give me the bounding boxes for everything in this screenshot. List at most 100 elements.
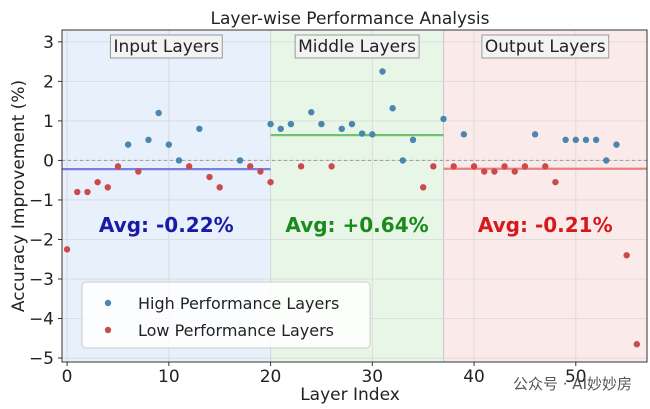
legend-marker-1	[104, 326, 112, 334]
point-1-7	[185, 163, 193, 170]
y-axis-label: Accuracy Improvement (%)	[9, 80, 29, 312]
region-label-box-1	[294, 34, 420, 59]
legend-marker-0	[104, 299, 112, 307]
y-tick-0: 0	[43, 151, 54, 171]
y-tick-3: 3	[43, 33, 54, 53]
point-0-16	[379, 68, 386, 75]
point-0-3	[165, 141, 173, 148]
region-label-2: Output Layers	[485, 37, 606, 57]
point-1-18	[470, 163, 478, 170]
point-1-13	[297, 163, 305, 170]
point-0-7	[267, 120, 274, 128]
y-tick-2: 2	[43, 72, 54, 92]
point-0-13	[348, 120, 356, 128]
avg-label-1: Avg: +0.64%	[285, 213, 428, 237]
point-1-24	[542, 163, 549, 170]
point-0-11	[318, 120, 325, 128]
region-label-box-2	[481, 34, 610, 59]
x-tick-40: 40	[463, 367, 485, 387]
chart-title: Layer-wise Performance Analysis	[211, 9, 490, 29]
region-labels: Input Layers Middle Layers Output Layers	[109, 34, 610, 59]
point-1-8	[206, 173, 213, 181]
y-tick--5: −5	[29, 349, 54, 369]
x-tick-30: 30	[361, 367, 383, 387]
point-1-20	[491, 168, 498, 175]
point-0-1	[145, 136, 152, 144]
point-0-23	[562, 136, 569, 144]
point-1-0	[63, 246, 71, 253]
point-1-4	[104, 184, 111, 191]
point-1-15	[419, 184, 427, 191]
point-0-26	[592, 136, 600, 144]
point-0-10	[308, 109, 315, 116]
point-0-22	[531, 131, 539, 138]
point-0-21	[460, 131, 468, 138]
plot-frame	[61, 29, 648, 363]
point-0-19	[409, 136, 417, 144]
region-bg-2	[443, 30, 647, 362]
point-1-3	[94, 178, 101, 186]
legend-label-1: Low Performance Layers	[138, 321, 334, 340]
y-tick-labels: 3 2 1 0 −1 −2 −3 −4 −5	[29, 33, 62, 369]
point-1-16	[430, 163, 437, 170]
point-0-14	[358, 130, 366, 137]
point-0-0	[124, 141, 132, 148]
point-0-5	[196, 125, 203, 133]
data-points	[63, 68, 641, 348]
x-tick-10: 10	[158, 367, 180, 387]
legend: High Performance Layers Low Performance L…	[81, 281, 371, 349]
region-backgrounds	[62, 30, 647, 362]
point-0-9	[287, 120, 295, 128]
point-1-25	[552, 178, 559, 186]
average-labels: Avg: -0.22% Avg: +0.64% Avg: -0.21%	[99, 213, 613, 237]
point-1-26	[623, 252, 630, 259]
point-1-2	[84, 188, 91, 196]
point-0-25	[582, 136, 590, 144]
avg-label-2: Avg: -0.21%	[478, 213, 613, 237]
y-tick--2: −2	[29, 230, 54, 250]
point-1-23	[521, 163, 529, 170]
y-tick--3: −3	[29, 270, 54, 290]
point-1-27	[633, 341, 641, 348]
point-0-15	[369, 131, 376, 138]
point-0-27	[603, 157, 610, 164]
point-0-24	[572, 136, 579, 144]
point-1-19	[481, 168, 488, 175]
region-label-box-0	[109, 34, 223, 59]
point-1-12	[267, 178, 274, 186]
y-tick--1: −1	[29, 191, 54, 211]
point-1-5	[114, 163, 122, 170]
x-tick-20: 20	[260, 367, 282, 387]
x-tick-labels: 0 10 20 30 40 50	[62, 362, 587, 387]
point-1-9	[216, 184, 223, 191]
legend-box	[81, 281, 371, 349]
point-1-1	[74, 188, 81, 196]
watermark-text: 公众号 · AI妙妙房	[513, 375, 632, 393]
y-tick--4: −4	[29, 310, 54, 330]
point-1-21	[501, 163, 508, 170]
x-axis-label: Layer Index	[300, 385, 400, 405]
point-0-18	[399, 157, 407, 164]
point-1-6	[135, 168, 142, 175]
region-label-1: Middle Layers	[298, 37, 416, 57]
point-1-22	[511, 168, 518, 175]
x-tick-50: 50	[565, 367, 587, 387]
point-1-11	[257, 168, 264, 175]
point-0-8	[277, 125, 284, 133]
x-tick-0: 0	[62, 367, 73, 387]
point-1-17	[450, 163, 457, 170]
y-tick-1: 1	[43, 112, 54, 132]
point-0-28	[613, 141, 620, 148]
point-0-4	[175, 157, 183, 164]
point-1-14	[328, 163, 335, 170]
point-0-2	[155, 109, 162, 117]
point-0-12	[338, 125, 345, 133]
region-label-0: Input Layers	[113, 37, 219, 57]
point-0-20	[440, 115, 447, 123]
point-0-17	[389, 105, 396, 112]
point-0-6	[236, 157, 244, 164]
legend-label-0: High Performance Layers	[138, 294, 339, 313]
avg-label-0: Avg: -0.22%	[99, 213, 234, 237]
point-1-10	[247, 163, 254, 170]
